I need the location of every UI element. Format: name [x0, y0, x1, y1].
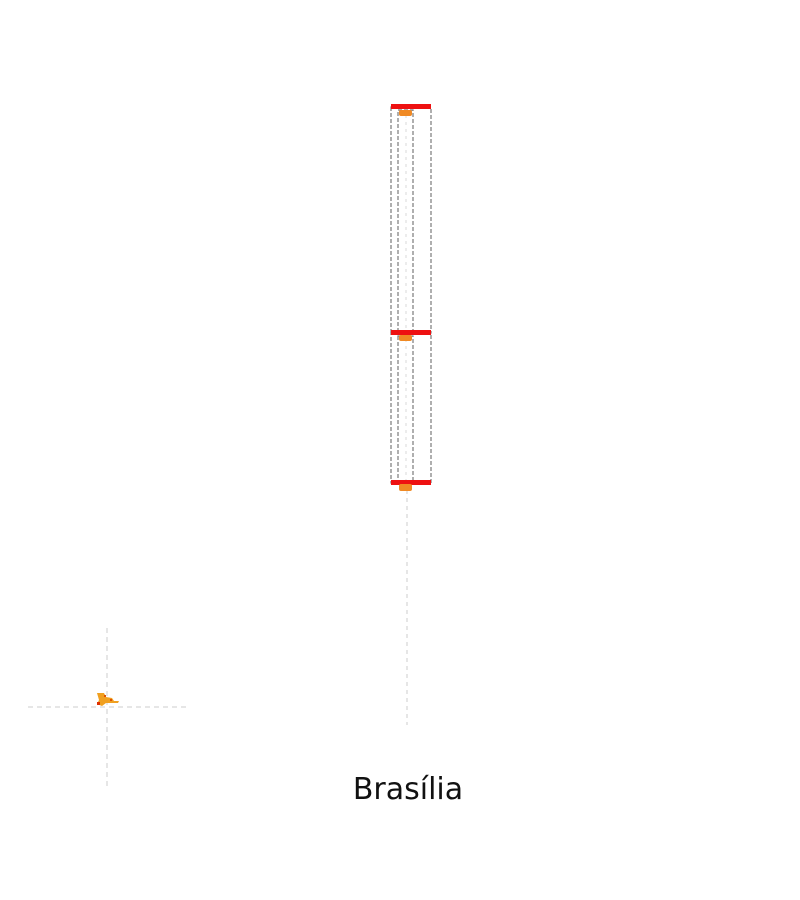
- column-outer-frame-bottom: [390, 332, 432, 484]
- orange-marker-bottom: [399, 484, 412, 491]
- red-bar-middle: [391, 330, 431, 335]
- red-bar-top: [391, 104, 431, 109]
- caption-title: Brasília: [352, 772, 464, 807]
- orange-marker-middle: [399, 335, 412, 341]
- orange-marker-top: [399, 110, 412, 116]
- red-bar-bottom: [391, 480, 431, 485]
- crosshair-marker-icon: [97, 693, 119, 706]
- column-outer-frame-top: [390, 106, 432, 334]
